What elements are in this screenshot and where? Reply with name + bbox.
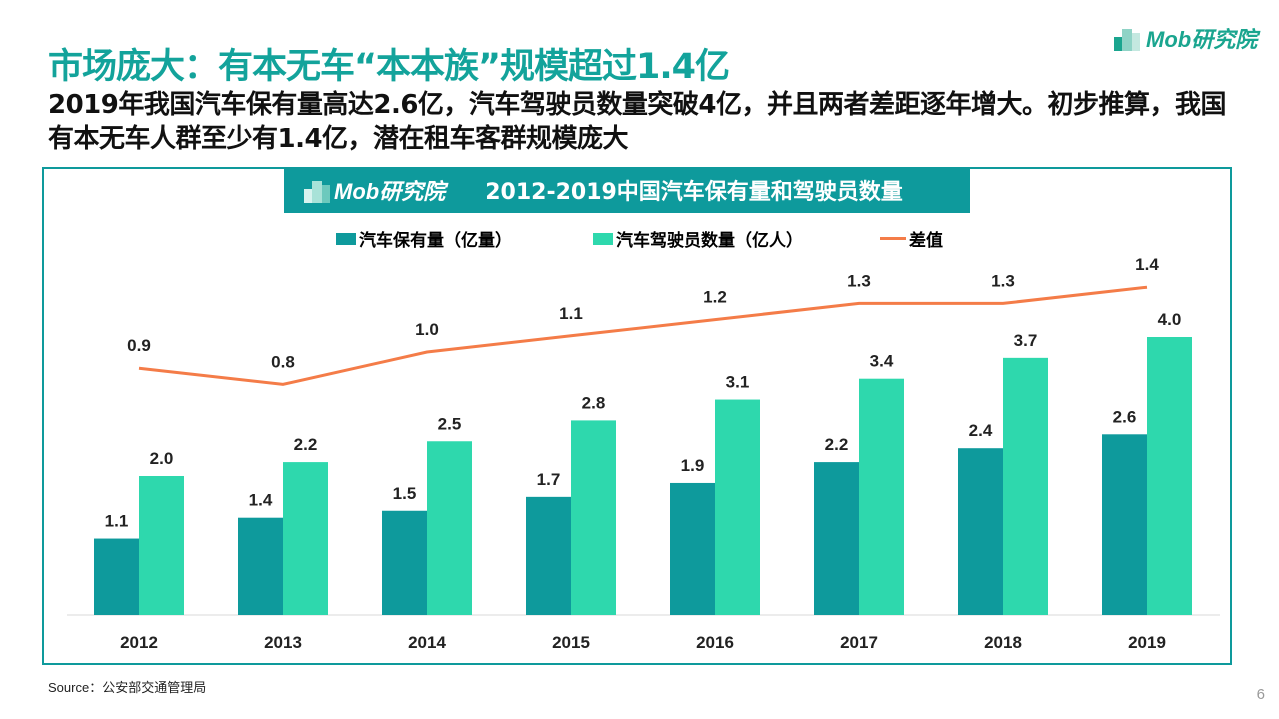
x-tick-label: 2016 bbox=[696, 633, 734, 652]
gap-label: 1.0 bbox=[415, 320, 439, 339]
logo-building-icon bbox=[1114, 29, 1140, 51]
page-title: 市场庞大：有本无车“本本族”规模超过1.4亿 bbox=[48, 47, 730, 87]
bar-vehicles bbox=[670, 482, 715, 615]
bar-vehicles bbox=[382, 510, 427, 615]
legend-swatch bbox=[336, 232, 356, 245]
data-label: 2.0 bbox=[150, 449, 174, 468]
bar-drivers bbox=[571, 420, 616, 615]
legend-item-gap: 差值 bbox=[880, 226, 943, 251]
legend-label: 汽车驾驶员数量（亿人） bbox=[616, 231, 803, 251]
gap-label: 1.2 bbox=[703, 288, 727, 307]
x-tick-label: 2017 bbox=[840, 633, 878, 652]
banner-logo-text: Mob研究院 bbox=[334, 179, 446, 204]
x-tick-label: 2014 bbox=[408, 633, 446, 652]
legend-label: 汽车保有量（亿量） bbox=[359, 231, 512, 251]
bar-drivers bbox=[859, 378, 904, 615]
bar-drivers bbox=[283, 462, 328, 615]
gap-label: 0.9 bbox=[127, 336, 151, 355]
data-label: 2.2 bbox=[825, 435, 849, 454]
data-label: 3.4 bbox=[870, 352, 894, 371]
legend-item-vehicles: 汽车保有量（亿量） bbox=[336, 226, 512, 251]
data-label: 1.1 bbox=[105, 512, 129, 531]
data-label: 4.0 bbox=[1158, 310, 1182, 329]
bar-vehicles bbox=[814, 462, 859, 615]
x-tick-label: 2013 bbox=[264, 633, 302, 652]
gap-label: 1.4 bbox=[1135, 255, 1159, 274]
bar-drivers bbox=[427, 441, 472, 615]
chart-title: 2012-2019中国汽车保有量和驾驶员数量 bbox=[485, 180, 903, 205]
gap-line bbox=[138, 285, 1148, 386]
legend-swatch bbox=[593, 232, 613, 245]
bar-drivers bbox=[715, 399, 760, 615]
bar-drivers bbox=[1003, 357, 1048, 615]
data-label: 1.4 bbox=[249, 491, 273, 510]
data-label: 2.8 bbox=[582, 393, 606, 412]
legend-label: 差值 bbox=[909, 231, 943, 251]
data-label: 1.5 bbox=[393, 484, 417, 503]
logo-building-icon bbox=[304, 181, 330, 203]
data-label: 2.6 bbox=[1113, 407, 1137, 426]
gap-label: 1.3 bbox=[847, 271, 871, 290]
legend-swatch bbox=[880, 237, 906, 240]
x-tick-label: 2018 bbox=[984, 633, 1022, 652]
data-label: 2.4 bbox=[969, 421, 993, 440]
bar-vehicles bbox=[1102, 434, 1147, 615]
data-label: 1.7 bbox=[537, 470, 561, 489]
bar-vehicles bbox=[94, 538, 139, 615]
logo-text: Mob研究院 bbox=[1146, 27, 1258, 52]
x-tick-label: 2019 bbox=[1128, 633, 1166, 652]
data-label: 3.7 bbox=[1014, 331, 1038, 350]
source-note: Source：公安部交通管理局 bbox=[48, 680, 207, 695]
gap-label: 0.8 bbox=[271, 352, 295, 371]
logo: Mob研究院 bbox=[1114, 22, 1257, 54]
bar-drivers bbox=[1147, 337, 1192, 615]
bar-vehicles bbox=[238, 517, 283, 615]
gap-label: 1.1 bbox=[559, 304, 583, 323]
page-subtitle: 2019年我国汽车保有量高达2.6亿，汽车驾驶员数量突破4亿，并且两者差距逐年增… bbox=[48, 90, 1227, 154]
x-tick-label: 2015 bbox=[552, 633, 590, 652]
data-label: 3.1 bbox=[726, 373, 750, 392]
bar-vehicles bbox=[526, 496, 571, 615]
legend-item-drivers: 汽车驾驶员数量（亿人） bbox=[593, 226, 803, 251]
page-number: 6 bbox=[1256, 686, 1265, 703]
data-label: 1.9 bbox=[681, 456, 705, 475]
bar-vehicles bbox=[958, 448, 1003, 615]
chart-banner: Mob研究院 2012-2019中国汽车保有量和驾驶员数量 bbox=[284, 167, 970, 213]
banner-logo: Mob研究院 bbox=[304, 174, 445, 206]
gap-label: 1.3 bbox=[991, 271, 1015, 290]
data-label: 2.5 bbox=[438, 414, 462, 433]
data-label: 2.2 bbox=[294, 435, 318, 454]
x-tick-label: 2012 bbox=[120, 633, 158, 652]
bar-drivers bbox=[139, 476, 184, 615]
